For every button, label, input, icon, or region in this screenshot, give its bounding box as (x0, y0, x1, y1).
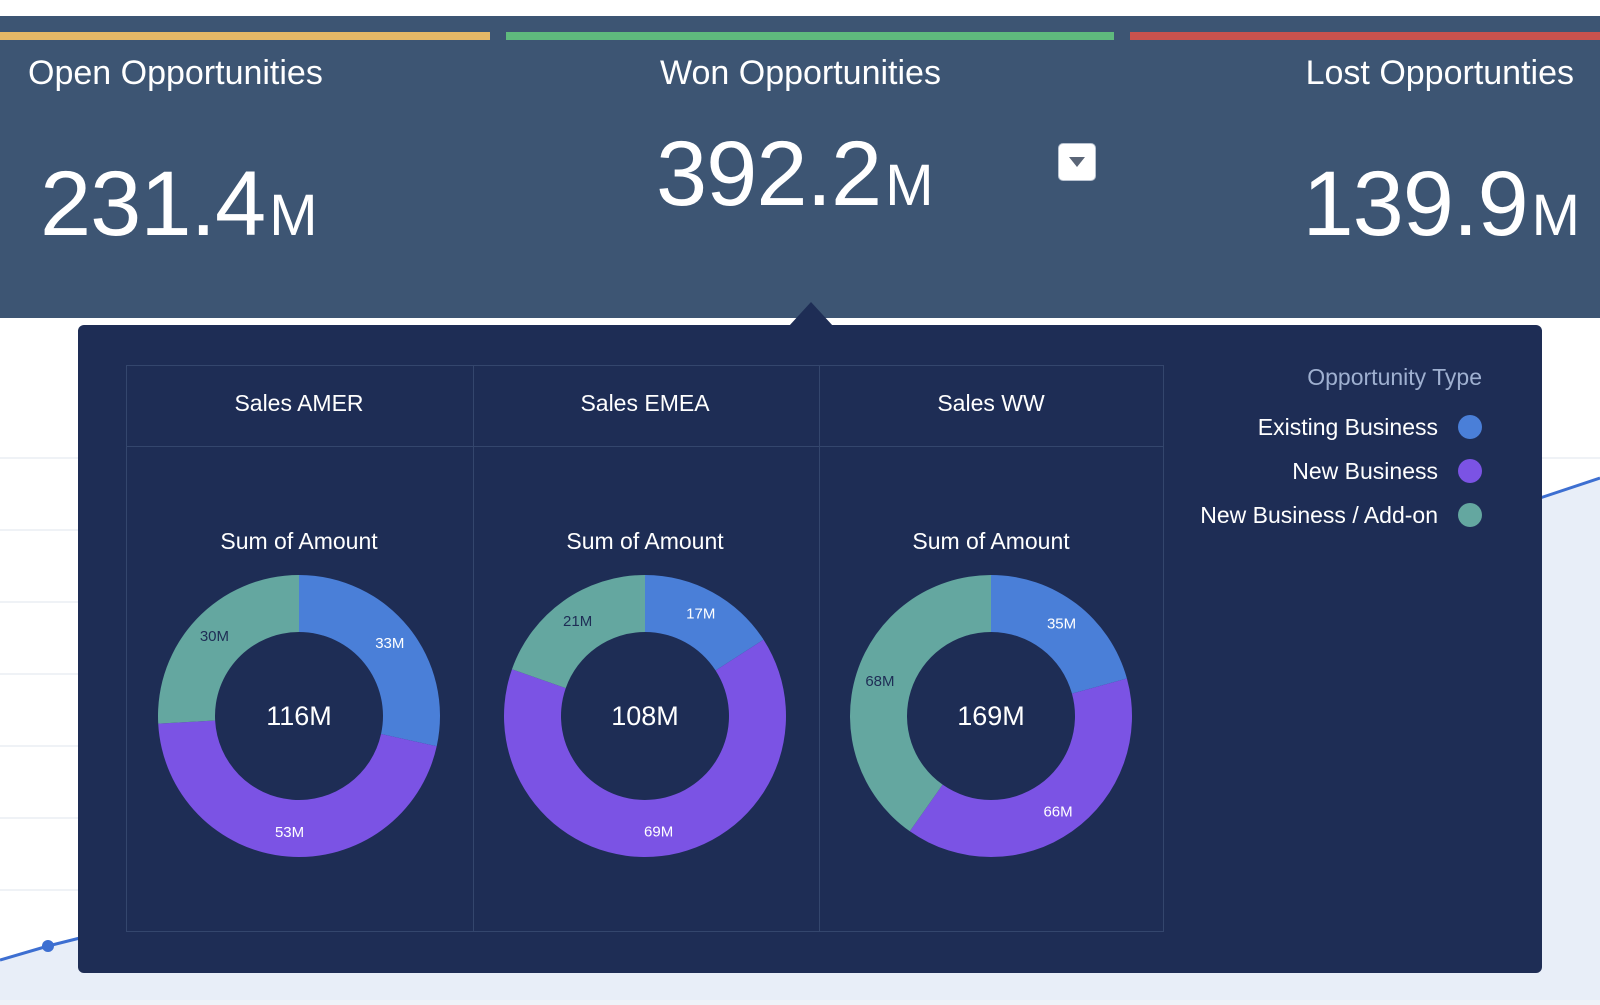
donut-grid (126, 365, 1164, 932)
donut-slice-label: 17M (686, 606, 715, 623)
lost-value-unit: M (1531, 183, 1580, 248)
donut-slice-existing-business[interactable] (299, 575, 440, 747)
legend-swatch (1458, 459, 1482, 483)
grid-column-divider (473, 366, 474, 931)
donut-slice-label: 68M (865, 673, 894, 690)
column-header-sales-amer: Sales AMER (234, 390, 364, 416)
donut-slice-existing-business[interactable] (991, 575, 1127, 694)
donut-chart-sales-emea: 17M 69M 21M 108M (504, 575, 786, 857)
open-value-number: 231.4 (40, 153, 266, 255)
open-opportunities-title: Open Opportunities (28, 54, 323, 92)
donut-slice-label: 33M (375, 635, 404, 652)
lost-accent-bar (1130, 32, 1600, 40)
legend-item-new-business[interactable]: New Business (1292, 458, 1482, 484)
won-accent-bar (506, 32, 1114, 40)
donut-slice-new-business-add-on[interactable] (850, 575, 991, 832)
legend-label: Existing Business (1257, 413, 1438, 440)
donut-slice-new-business-add-on[interactable] (511, 575, 645, 689)
top-gap (0, 0, 1600, 16)
donut-chart-sales-amer: 33M 53M 30M 116M (158, 575, 440, 857)
legend-item-existing-business[interactable]: Existing Business (1258, 414, 1482, 440)
donut-total-label: 108M (611, 701, 679, 731)
chevron-down-icon (1069, 157, 1085, 167)
column-header-sales-emea: Sales EMEA (580, 390, 710, 416)
donut-slice-label: 53M (275, 824, 304, 841)
donut-subtitle-emea: Sum of Amount (566, 528, 724, 554)
open-opportunities-value: 231.4M (40, 152, 318, 257)
legend-label: New Business / Add-on (1200, 501, 1438, 528)
won-value-number: 392.2 (656, 123, 882, 225)
lost-opportunities-title: Lost Opportunties (1305, 54, 1574, 92)
donut-total-label: 169M (957, 701, 1025, 731)
kpi-band (0, 16, 1600, 318)
donut-slice-label: 66M (1043, 803, 1072, 820)
legend-item-new-business-add-on[interactable]: New Business / Add-on (1200, 502, 1482, 528)
donut-slice-label: 30M (200, 628, 229, 645)
legend-label: New Business (1292, 457, 1438, 484)
background-series-line (1539, 476, 1600, 500)
donut-slice-new-business[interactable] (909, 678, 1132, 857)
legend-swatch (1458, 503, 1482, 527)
donut-slice-label: 69M (644, 824, 673, 841)
donut-slice-new-business[interactable] (504, 639, 786, 857)
donut-subtitle-ww: Sum of Amount (912, 528, 1070, 554)
won-opportunities-value: 392.2M (656, 122, 934, 227)
won-value-unit: M (885, 153, 934, 218)
breakdown-popover (78, 325, 1542, 973)
won-dropdown-button[interactable] (1058, 143, 1096, 181)
won-opportunities-title: Won Opportunities (660, 54, 941, 92)
popover-pointer (789, 302, 833, 326)
grid-header-divider (127, 446, 1163, 447)
donut-subtitle-amer: Sum of Amount (220, 528, 378, 554)
open-value-unit: M (269, 183, 318, 248)
donut-slice-existing-business[interactable] (645, 575, 764, 671)
background-series-point (42, 940, 54, 952)
donut-slice-new-business-add-on[interactable] (158, 575, 299, 724)
lost-value-number: 139.9 (1302, 153, 1528, 255)
donut-slice-new-business[interactable] (158, 720, 437, 857)
legend-title: Opportunity Type (1307, 364, 1482, 390)
donut-chart-sales-ww: 35M 66M 68M 169M (850, 575, 1132, 857)
grid-column-divider (819, 366, 820, 931)
donut-slice-label: 21M (563, 613, 592, 630)
legend-swatch (1458, 415, 1482, 439)
donut-total-label: 116M (266, 701, 332, 731)
open-accent-bar (0, 32, 490, 40)
donut-slice-label: 35M (1047, 615, 1076, 632)
column-header-sales-ww: Sales WW (937, 390, 1045, 416)
lost-opportunities-value: 139.9M (1302, 152, 1580, 257)
